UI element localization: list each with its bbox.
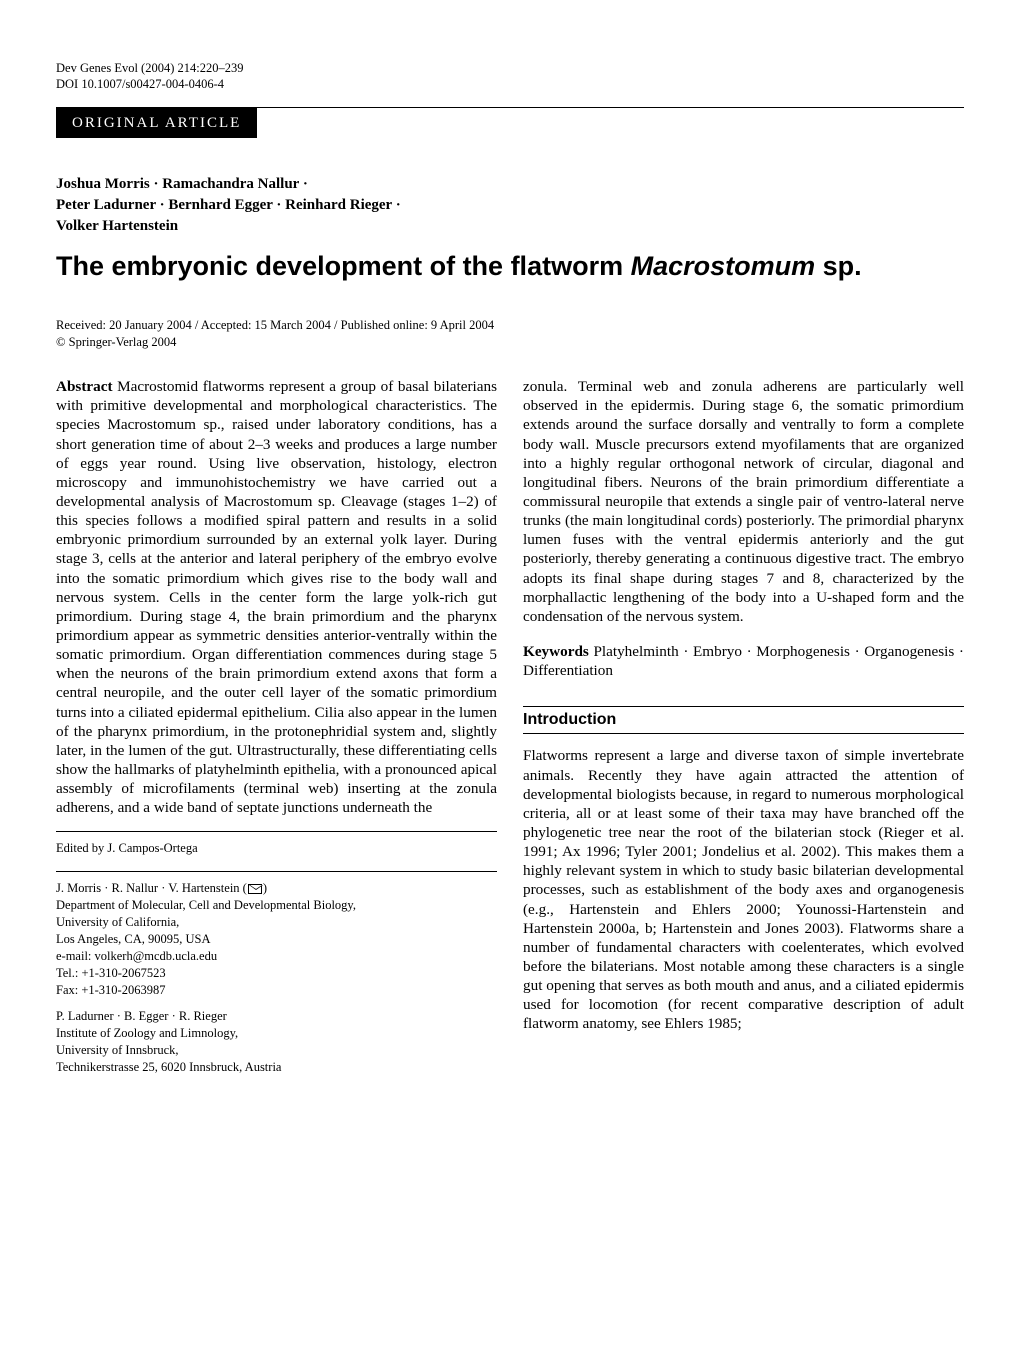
keywords-label: Keywords (523, 643, 589, 660)
fax: Fax: +1-310-2063987 (56, 983, 165, 997)
abstract-label: Abstract (56, 378, 113, 395)
introduction-heading: Introduction (523, 706, 964, 734)
article-title: The embryonic development of the flatwor… (56, 249, 964, 283)
email: e-mail: volkerh@mcdb.ucla.edu (56, 949, 217, 963)
spacer (523, 626, 964, 642)
corresponding-affiliation: J. Morris · R. Nallur · V. Hartenstein (… (56, 880, 497, 998)
article-type-band: ORIGINAL ARTICLE (56, 108, 257, 139)
running-head: Dev Genes Evol (2004) 214:220–239 DOI 10… (56, 60, 964, 93)
title-text-post: sp. (815, 251, 862, 281)
left-column: Abstract Macrostomid flatworms represent… (56, 377, 497, 1086)
aff2-university: University of Innsbruck, (56, 1043, 179, 1057)
mail-icon (248, 884, 262, 894)
authors-line-1: Joshua Morris · Ramachandra Nallur · (56, 174, 964, 195)
spacer (523, 680, 964, 702)
footnote-separator-2 (56, 871, 497, 872)
abstract-paragraph: Abstract Macrostomid flatworms represent… (56, 377, 497, 817)
abstract-continuation: zonula. Terminal web and zonula adherens… (523, 377, 964, 626)
keywords-text: Platyhelminth · Embryo · Morphogenesis ·… (523, 643, 964, 679)
university: University of California, (56, 915, 179, 929)
authors-line-2: Peter Ladurner · Bernhard Egger · Reinha… (56, 195, 964, 216)
authors-line-3: Volker Hartenstein (56, 216, 964, 237)
corresponding-authors: J. Morris · R. Nallur · V. Hartenstein ( (56, 881, 247, 895)
right-column: zonula. Terminal web and zonula adherens… (523, 377, 964, 1086)
title-text-pre: The embryonic development of the flatwor… (56, 251, 631, 281)
telephone: Tel.: +1-310-2067523 (56, 966, 166, 980)
received-accepted-line: Received: 20 January 2004 / Accepted: 15… (56, 317, 964, 334)
copyright-line: © Springer-Verlag 2004 (56, 334, 964, 351)
footnote-block: Edited by J. Campos-Ortega (56, 840, 497, 857)
aff2-names: P. Ladurner · B. Egger · R. Rieger (56, 1009, 227, 1023)
corresponding-authors-close: ) (263, 881, 267, 895)
footnote-separator-1 (56, 831, 497, 832)
keywords-paragraph: Keywords Platyhelminth · Embryo · Morpho… (523, 642, 964, 680)
introduction-paragraph: Flatworms represent a large and diverse … (523, 746, 964, 1033)
aff2-address: Technikerstrasse 25, 6020 Innsbruck, Aus… (56, 1060, 281, 1074)
article-dates: Received: 20 January 2004 / Accepted: 15… (56, 317, 964, 351)
author-list: Joshua Morris · Ramachandra Nallur · Pet… (56, 174, 964, 237)
two-column-body: Abstract Macrostomid flatworms represent… (56, 377, 964, 1086)
doi: DOI 10.1007/s00427-004-0406-4 (56, 76, 964, 92)
second-affiliation: P. Ladurner · B. Egger · R. Rieger Insti… (56, 1008, 497, 1076)
affiliations-block: J. Morris · R. Nallur · V. Hartenstein (… (56, 880, 497, 1076)
aff2-institute: Institute of Zoology and Limnology, (56, 1026, 238, 1040)
city-zip: Los Angeles, CA, 90095, USA (56, 932, 211, 946)
article-type-band-row: ORIGINAL ARTICLE (56, 107, 964, 141)
department: Department of Molecular, Cell and Develo… (56, 898, 356, 912)
journal-citation: Dev Genes Evol (2004) 214:220–239 (56, 60, 964, 76)
abstract-text-left: Macrostomid flatworms represent a group … (56, 378, 497, 816)
edited-by: Edited by J. Campos-Ortega (56, 840, 497, 857)
title-species-italic: Macrostomum (631, 251, 816, 281)
